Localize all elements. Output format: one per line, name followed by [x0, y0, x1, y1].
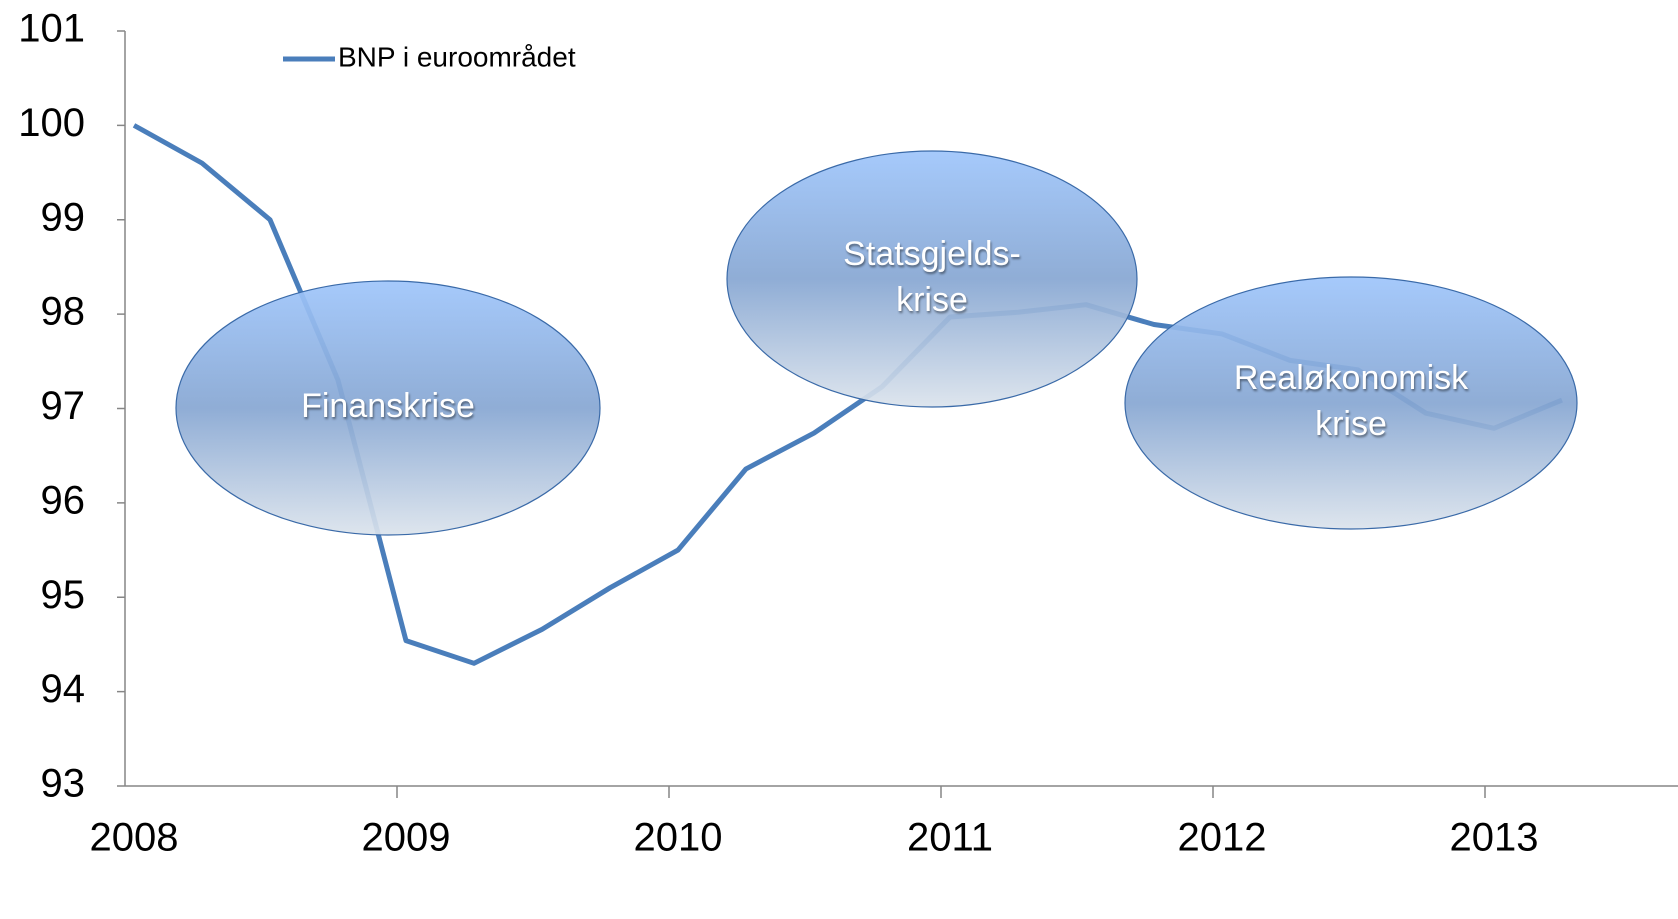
y-tick-label: 93: [41, 762, 86, 806]
annotation-text: Finanskrise: [301, 387, 475, 425]
x-tick-label: 2011: [907, 816, 993, 860]
annotation-text: krise: [1315, 405, 1387, 443]
annotation-text: krise: [896, 281, 968, 319]
x-tick-label: 2009: [362, 816, 451, 860]
x-tick-label: 2008: [90, 816, 179, 860]
y-tick-label: 101: [18, 7, 85, 51]
y-tick-label: 96: [41, 478, 86, 522]
annotation-text: Statsgjelds-: [843, 235, 1021, 273]
y-tick-label: 100: [18, 101, 85, 145]
annotations: [175, 150, 1578, 536]
annotation-bubble: [175, 280, 601, 536]
y-tick-label: 94: [41, 667, 86, 711]
x-tick-label: 2010: [634, 816, 723, 860]
x-tick-label: 2012: [1178, 816, 1267, 860]
y-tick-label: 97: [41, 384, 86, 428]
y-tick-label: 95: [41, 573, 86, 617]
y-tick-label: 98: [41, 290, 86, 334]
annotation-text: Realøkonomisk: [1234, 359, 1469, 397]
annotation-bubble: [1124, 276, 1578, 530]
annotation-bubble: [726, 150, 1138, 408]
y-tick-label: 99: [41, 195, 86, 239]
legend-label: BNP i euroområdet: [338, 41, 576, 72]
x-tick-label: 2013: [1450, 816, 1539, 860]
